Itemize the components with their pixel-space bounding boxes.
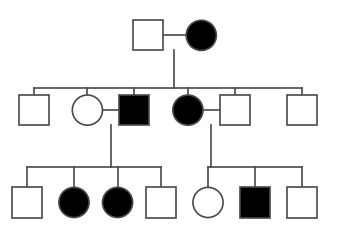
Bar: [287, 95, 317, 125]
Bar: [146, 187, 176, 218]
Ellipse shape: [193, 187, 223, 218]
Bar: [12, 187, 42, 218]
Ellipse shape: [103, 187, 133, 218]
Bar: [240, 187, 270, 218]
Bar: [19, 95, 49, 125]
Bar: [287, 187, 317, 218]
Ellipse shape: [59, 187, 89, 218]
Ellipse shape: [72, 95, 103, 125]
Bar: [220, 95, 250, 125]
Ellipse shape: [173, 95, 203, 125]
Bar: [119, 95, 149, 125]
Bar: [133, 20, 163, 50]
Ellipse shape: [186, 20, 216, 50]
